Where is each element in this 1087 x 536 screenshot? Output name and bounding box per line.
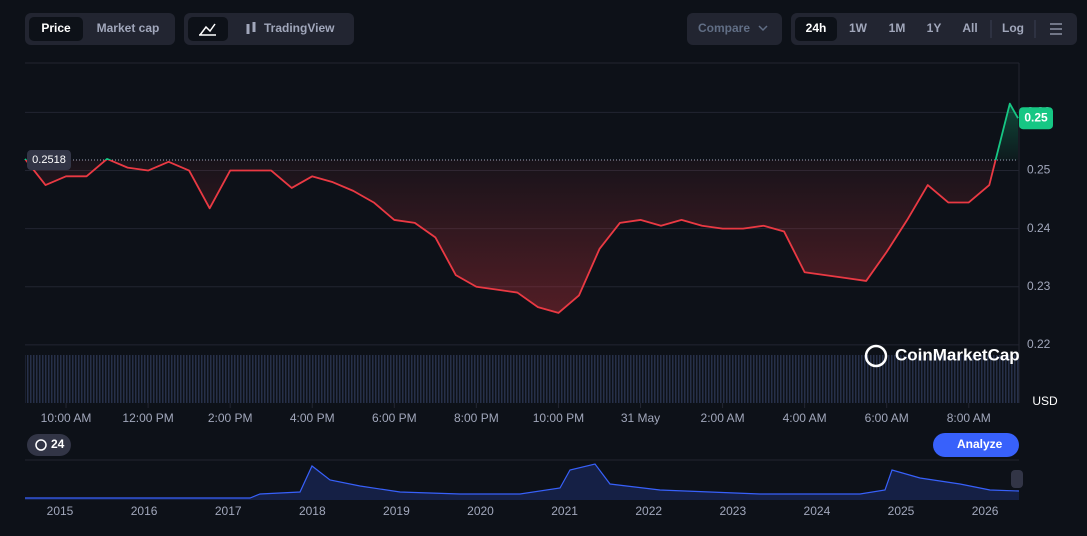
baseline-tag xyxy=(27,150,71,171)
compare-button[interactable] xyxy=(687,13,782,45)
x-tick-label: 2:00 AM xyxy=(701,411,745,425)
tradingview-button[interactable]: TradingView xyxy=(264,21,335,35)
x-tick-label: 6:00 PM xyxy=(372,411,417,425)
tab[interactable]: Price xyxy=(41,21,71,35)
compare-label: Compare xyxy=(698,21,750,35)
year-label: 2016 xyxy=(131,504,158,518)
tab-active[interactable] xyxy=(29,17,83,41)
year-label: 2021 xyxy=(551,504,578,518)
tab[interactable]: Market cap xyxy=(97,21,160,35)
range-button[interactable]: 1Y xyxy=(927,21,942,35)
x-tick-label: 2:00 PM xyxy=(208,411,253,425)
year-label: 2015 xyxy=(47,504,74,518)
year-label: 2022 xyxy=(635,504,662,518)
current-price-label: 0.25 xyxy=(1024,110,1048,124)
range-button[interactable]: 24h xyxy=(806,21,827,35)
settings-icon[interactable] xyxy=(1050,23,1062,35)
range-button[interactable]: 1M xyxy=(889,21,906,35)
watermark-logo xyxy=(864,344,888,368)
history-badge[interactable] xyxy=(27,434,71,456)
year-label: 2024 xyxy=(804,504,831,518)
x-tick-label: 10:00 PM xyxy=(533,411,584,425)
y-unit: USD xyxy=(1032,394,1058,408)
navigator-line xyxy=(25,463,1020,499)
year-label: 2019 xyxy=(383,504,410,518)
volume-band xyxy=(25,355,1019,403)
range-button[interactable]: All xyxy=(962,21,977,35)
range-button[interactable]: 1W xyxy=(849,21,868,35)
year-label: 2025 xyxy=(888,504,915,518)
history-count: 24 xyxy=(51,437,65,451)
x-tick-label: 8:00 PM xyxy=(454,411,499,425)
year-label: 2018 xyxy=(299,504,326,518)
x-tick-label: 12:00 PM xyxy=(122,411,173,425)
year-label: 2023 xyxy=(719,504,746,518)
analyze-button[interactable] xyxy=(933,433,1019,457)
y-tick-label: 0.24 xyxy=(1027,221,1051,235)
x-tick-label: 31 May xyxy=(621,411,660,425)
x-tick-label: 8:00 AM xyxy=(947,411,991,425)
x-tick-label: 4:00 PM xyxy=(290,411,335,425)
price-area xyxy=(25,103,1018,313)
analyze-label: Analyze xyxy=(957,437,1003,451)
navigator-handle[interactable] xyxy=(1011,470,1023,488)
navigator-area xyxy=(25,464,1019,500)
line-icon xyxy=(199,23,216,36)
year-label: 2020 xyxy=(467,504,494,518)
x-tick-label: 4:00 AM xyxy=(783,411,827,425)
x-tick-label: 10:00 AM xyxy=(41,411,92,425)
price-line xyxy=(24,102,1019,314)
history-icon xyxy=(35,439,47,451)
candle-icon xyxy=(246,22,256,34)
range-active xyxy=(795,17,837,41)
y-tick-label: 0.23 xyxy=(1027,279,1051,293)
y-tick-label: 0.22 xyxy=(1027,337,1051,351)
range-group xyxy=(791,13,1077,45)
watermark: CoinMarketCap xyxy=(895,345,1020,364)
current-price-tag xyxy=(1019,107,1053,130)
chevron xyxy=(758,25,768,32)
y-tick-label: 0.25 xyxy=(1027,163,1051,177)
year-label: 2017 xyxy=(215,504,242,518)
year-label: 2026 xyxy=(972,504,999,518)
log-button[interactable]: Log xyxy=(1002,21,1024,35)
x-tick-label: 6:00 AM xyxy=(865,411,909,425)
baseline-label: 0.2518 xyxy=(32,154,66,166)
